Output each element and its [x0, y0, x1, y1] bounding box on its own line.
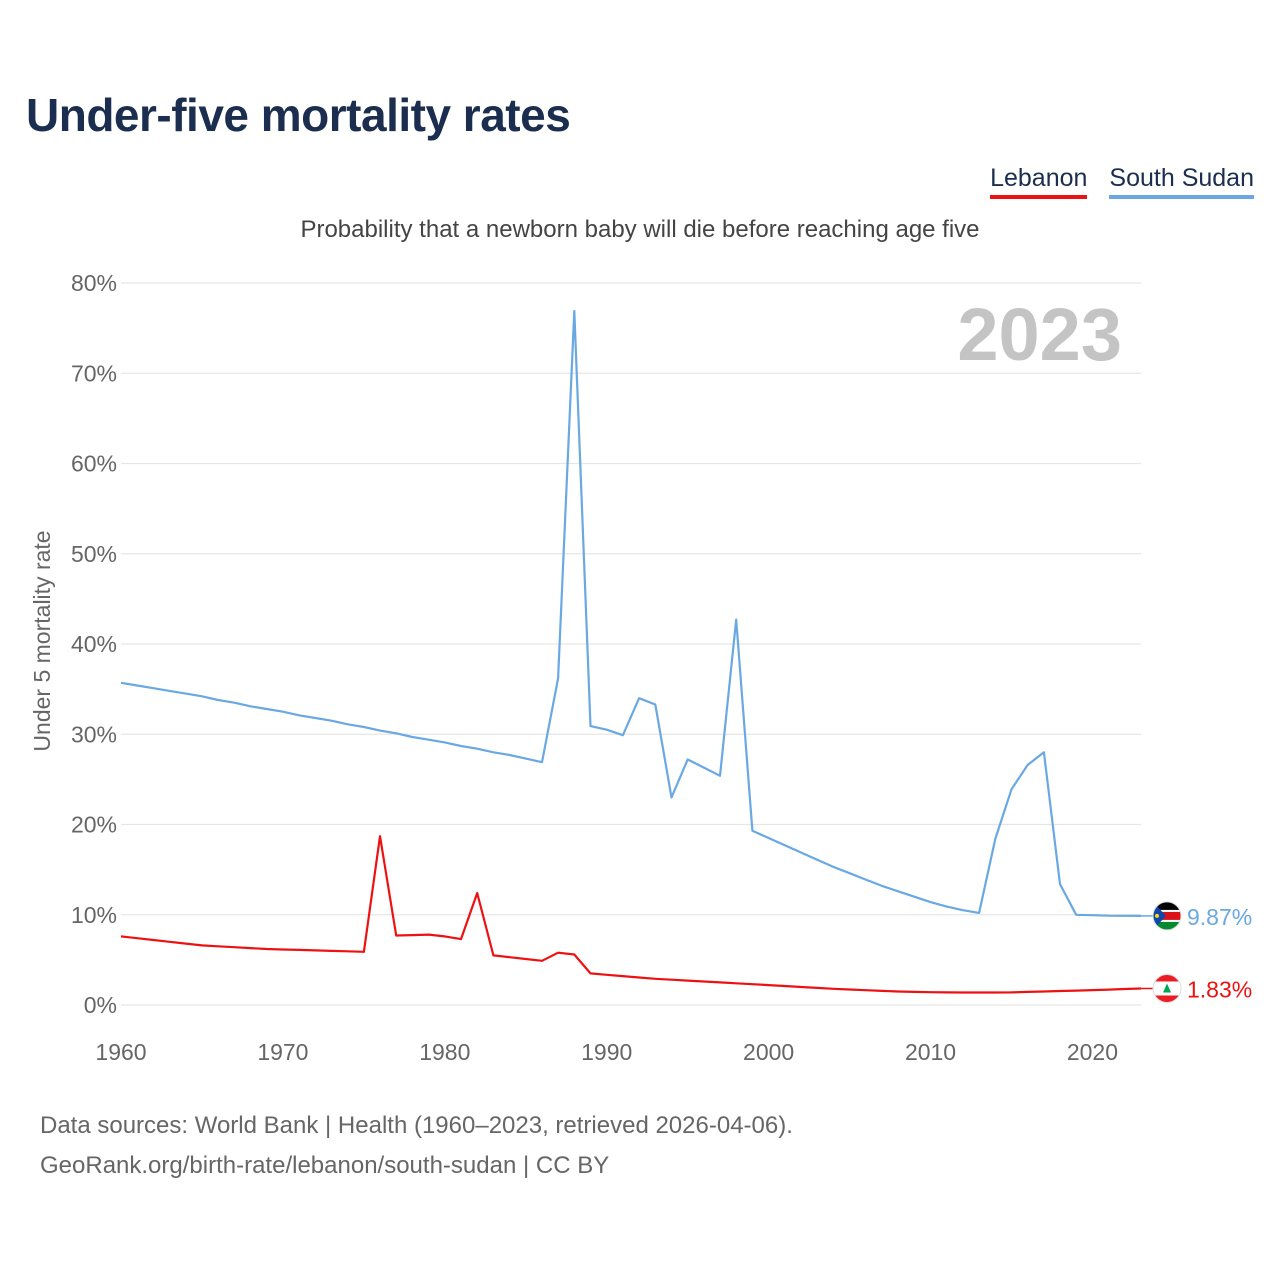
legend-item-lebanon[interactable]: Lebanon [990, 164, 1088, 199]
y-axis-ticks: 0% 10% 20% 30% 40% 50% 60% 70% 80% [71, 270, 117, 1018]
y-axis-label: Under 5 mortality rate [29, 530, 55, 751]
footer-link[interactable]: GeoRank.org/birth-rate/lebanon/south-sud… [40, 1152, 610, 1179]
flag-lebanon-icon [1153, 974, 1181, 1003]
y-tick-label: 20% [71, 812, 117, 838]
y-tick-label: 50% [71, 541, 117, 567]
x-tick-label: 2010 [905, 1039, 956, 1065]
year-watermark: 2023 [957, 293, 1122, 376]
x-axis-ticks: 1960 1970 1980 1990 2000 2010 2020 [95, 1039, 1118, 1065]
grid-lines [121, 282, 1141, 1006]
x-tick-label: 1980 [419, 1039, 470, 1065]
y-tick-label: 30% [71, 721, 117, 747]
y-tick-label: 40% [71, 631, 117, 657]
series-line-lebanon[interactable] [120, 835, 1142, 994]
x-tick-label: 2000 [743, 1039, 794, 1065]
chart-subtitle: Probability that a newborn baby will die… [300, 216, 980, 243]
series-line-south-sudan[interactable] [120, 309, 1142, 918]
end-value-label-lebanon: 1.83% [1187, 976, 1252, 1002]
y-tick-label: 70% [71, 360, 117, 386]
x-tick-label: 1960 [95, 1039, 146, 1065]
x-tick-label: 1990 [581, 1039, 632, 1065]
legend-item-south-sudan[interactable]: South Sudan [1109, 164, 1254, 199]
footer-sources: Data sources: World Bank | Health (1960–… [40, 1112, 793, 1139]
end-value-label-south-sudan: 9.87% [1187, 904, 1252, 930]
y-tick-label: 80% [71, 270, 117, 296]
y-tick-label: 60% [71, 451, 117, 477]
footer: Data sources: World Bank | Health (1960–… [40, 1106, 793, 1186]
x-tick-label: 1970 [257, 1039, 308, 1065]
x-tick-label: 2020 [1067, 1039, 1118, 1065]
end-markers: 1.83% 9.87% [1141, 901, 1252, 1003]
legend: Lebanon South Sudan [990, 164, 1254, 199]
flag-south-sudan-icon [1153, 901, 1181, 930]
series-lines [120, 309, 1142, 994]
y-tick-label: 0% [84, 992, 117, 1018]
chart-title: Under-five mortality rates [26, 89, 571, 141]
line-chart: 0%10%20%30%40%50%60%70%80% 1960 1970 1980 1… [29, 270, 1252, 1065]
y-tick-label: 10% [71, 902, 117, 928]
